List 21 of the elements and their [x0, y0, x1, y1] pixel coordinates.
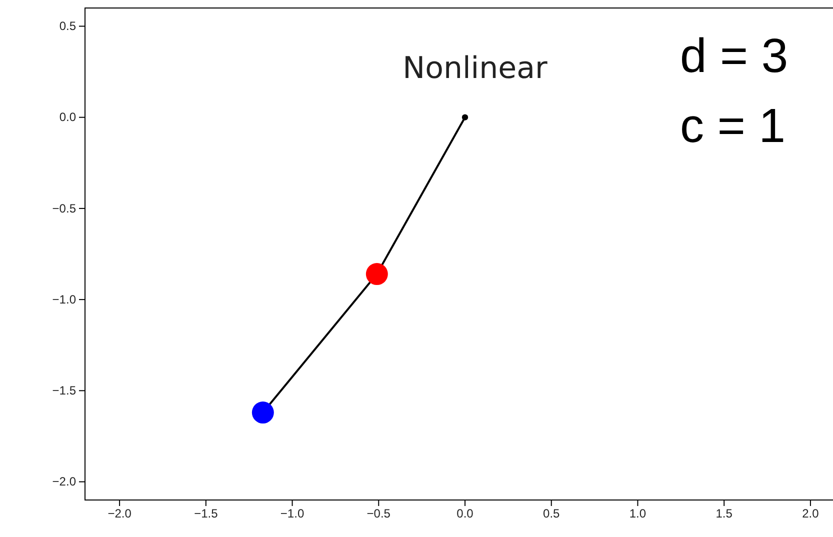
- point: [366, 263, 388, 286]
- y-tick-label: −1.5: [52, 384, 76, 398]
- annotation: d = 3: [680, 30, 788, 83]
- y-tick-label: 0.0: [59, 110, 76, 124]
- x-tick-label: −0.5: [366, 506, 391, 521]
- point: [252, 402, 274, 424]
- x-tick-label: 0.5: [543, 506, 560, 521]
- x-tick-label: −2.0: [108, 506, 132, 521]
- y-tick-label: 0.5: [59, 19, 76, 34]
- point: [462, 114, 468, 120]
- x-tick-label: 1.5: [716, 506, 733, 521]
- x-tick-label: 0.0: [456, 506, 474, 521]
- text: Nonlinear: [402, 51, 548, 86]
- y-tick-label: −2.0: [52, 474, 76, 489]
- annotation: c = 1: [680, 100, 786, 153]
- y-tick-label: −0.5: [52, 201, 76, 216]
- x-tick-label: −1.0: [280, 506, 304, 521]
- x-tick-label: 2.0: [802, 506, 820, 521]
- y-tick-label: −1.0: [52, 292, 76, 306]
- x-tick-label: −1.5: [194, 506, 218, 521]
- x-tick-label: 1.0: [629, 506, 646, 521]
